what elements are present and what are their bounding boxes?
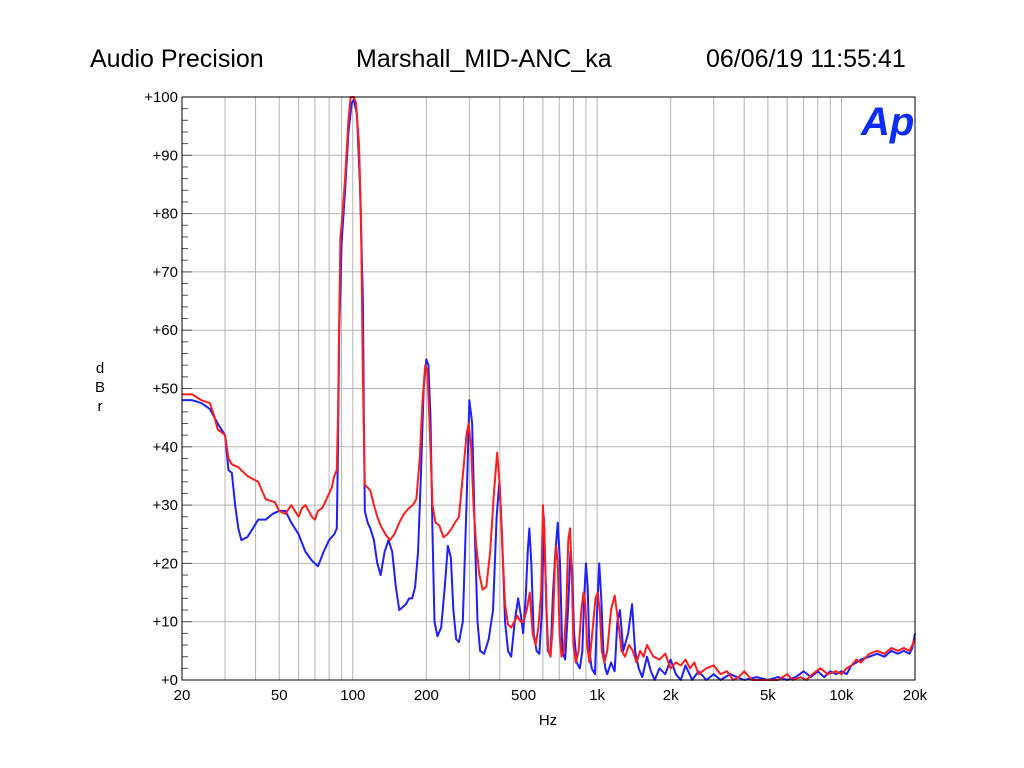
- x-tick-label: 5k: [760, 687, 776, 704]
- series-line-red: [182, 96, 916, 681]
- y-axis-label-char: r: [98, 398, 103, 415]
- header-timestamp: 06/06/19 11:55:41: [706, 45, 906, 73]
- y-tick-label: +100: [144, 89, 178, 106]
- x-tick-label: 20: [174, 687, 191, 704]
- y-tick-label: +20: [153, 555, 178, 572]
- header-title: Marshall_MID-ANC_ka: [356, 45, 612, 73]
- x-tick-label: 2k: [663, 687, 679, 704]
- y-axis-label-char: B: [95, 379, 105, 396]
- y-tick-label: +70: [153, 264, 178, 281]
- x-tick-label: 1k: [589, 687, 605, 704]
- y-tick-label: +30: [153, 497, 178, 514]
- y-axis-tick-labels: +0 +10 +20 +30 +40 +50 +60 +70 +80 +90 +100: [144, 89, 178, 689]
- plot-frame: [181, 96, 916, 681]
- y-tick-label: +10: [153, 614, 178, 631]
- y-tick-label: +0: [161, 672, 178, 689]
- y-tick-label: +90: [153, 147, 178, 164]
- header-brand: Audio Precision: [90, 45, 264, 73]
- series-line-blue: [182, 98, 916, 681]
- x-axis-tick-labels: 20 50 100 200 500 1k 2k 5k 10k 20k: [174, 687, 928, 704]
- x-tick-label: 100: [340, 687, 365, 704]
- x-tick-label: 500: [511, 687, 536, 704]
- y-tick-label: +40: [153, 439, 178, 456]
- x-tick-label: 200: [414, 687, 439, 704]
- x-tick-label: 20k: [903, 687, 928, 704]
- series-lines: [182, 96, 916, 681]
- y-tick-label: +60: [153, 322, 178, 339]
- x-tick-label: 10k: [829, 687, 854, 704]
- y-axis-ticks: [182, 96, 192, 681]
- major-gridlines: [182, 96, 915, 681]
- y-axis-label-char: d: [96, 360, 104, 377]
- ap-logo: Ap: [860, 100, 914, 144]
- y-axis-label: dBr: [95, 360, 105, 415]
- x-axis-label: Hz: [539, 712, 557, 729]
- x-tick-label: 50: [271, 687, 288, 704]
- y-tick-label: +80: [153, 206, 178, 223]
- y-tick-label: +50: [153, 381, 178, 398]
